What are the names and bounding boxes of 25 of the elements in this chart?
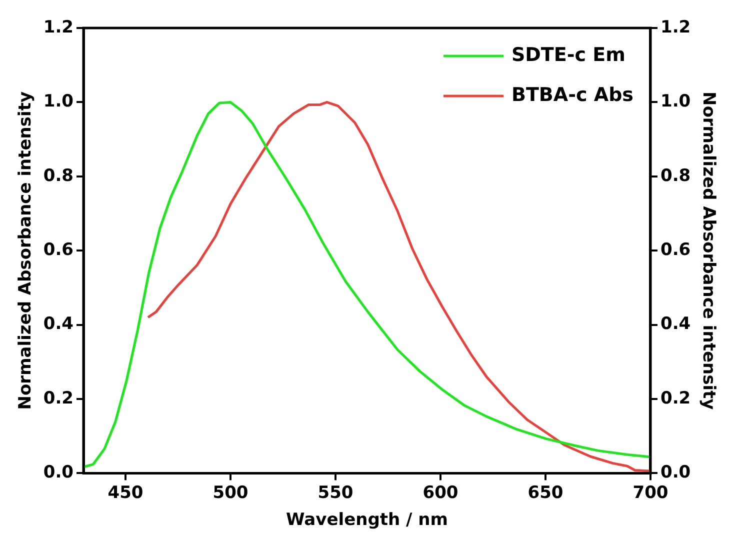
y-tick-label: 0.4 [43,314,74,334]
y-tick-label: 1.0 [43,92,74,112]
y2-tick-label: 0.8 [660,166,691,186]
y-axis-title: Normalized Absorbance intensity [16,91,36,410]
y2-tick-label: 0.0 [660,462,691,483]
legend-label: BTBA-c Abs [511,84,634,106]
x-axis-title: Wavelength / nm [286,510,448,530]
x-tick-label: 700 [632,482,668,503]
x-tick-label: 450 [108,482,144,503]
x-tick-label: 650 [528,482,564,503]
x-tick-label: 550 [318,482,354,503]
y2-tick-label: 0.4 [660,314,691,334]
y2-tick-label: 0.6 [660,240,691,260]
y-tick-label: 1.2 [43,17,74,38]
y2-tick-label: 0.2 [660,388,691,408]
y-tick-label: 0.8 [43,166,74,186]
x-tick-label: 600 [422,482,458,503]
legend-label: SDTE-c Em [511,44,626,66]
y-tick-label: 0.2 [43,388,74,408]
y2-tick-label: 1.2 [660,17,691,38]
y2-axis-title: Normalized Absorbance intensity [698,91,718,410]
x-tick-label: 500 [212,482,248,503]
y-tick-label: 0.0 [43,462,74,483]
y2-tick-label: 1.0 [660,92,691,112]
y-tick-label: 0.6 [43,240,74,260]
